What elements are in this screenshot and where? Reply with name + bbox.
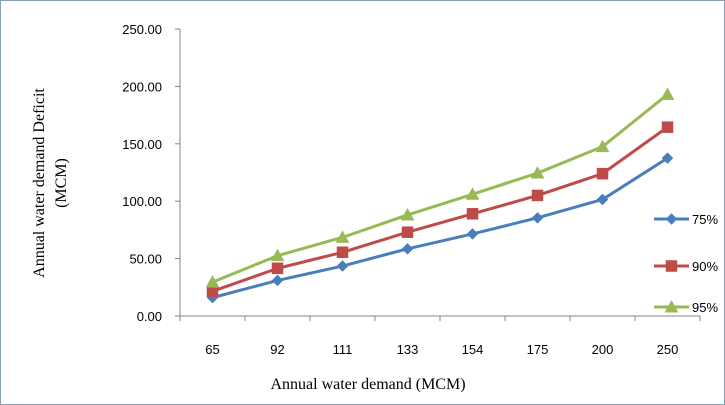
data-point (401, 226, 414, 238)
data-point (271, 262, 284, 275)
y-tick-label: 150.00 (122, 137, 162, 152)
x-axis-title: Annual water demand (MCM) (270, 376, 465, 393)
y-tick-label: 250.00 (122, 22, 162, 37)
y-tick-label: 0.00 (137, 309, 162, 324)
data-point (336, 260, 349, 272)
data-point (401, 242, 414, 255)
legend: 75% 90% 95% (654, 212, 718, 315)
data-point (531, 189, 544, 202)
y-tick-labels: 0.00 50.00 100.00 150.00 200.00 250.00 (122, 22, 162, 324)
legend-marker (665, 260, 678, 272)
y-axis-title-line2: (MCM) (53, 158, 70, 208)
legend-item: 90% (654, 259, 718, 274)
data-point (661, 152, 674, 165)
legend-label: 95% (692, 300, 718, 315)
data-point (271, 274, 284, 287)
legend-item: 75% (654, 212, 718, 227)
x-tick-label: 133 (397, 342, 419, 357)
legend-marker (665, 213, 678, 225)
data-point (270, 248, 285, 262)
series-2 (206, 121, 674, 298)
series-3 (205, 87, 675, 288)
y-tick-label: 50.00 (129, 252, 162, 267)
data-point (531, 211, 544, 224)
series-group (205, 87, 675, 304)
x-tick-label: 65 (205, 342, 219, 357)
data-point (335, 230, 350, 243)
data-point (205, 275, 220, 288)
x-tick-label: 154 (462, 342, 484, 357)
legend-item: 95% (654, 299, 718, 315)
data-point (530, 166, 545, 179)
series-line (211, 93, 669, 284)
data-point (466, 228, 479, 240)
legend-label: 75% (692, 212, 718, 227)
data-point (661, 121, 674, 133)
y-tick-label: 200.00 (122, 79, 162, 94)
y-axis-title-line1: Annual water demand Deficit (31, 88, 48, 278)
data-point (596, 167, 609, 180)
series-line (212, 156, 669, 300)
data-point (336, 246, 349, 259)
legend-label: 90% (692, 259, 718, 274)
series-line (212, 125, 669, 293)
legend-marker (664, 299, 679, 313)
axes (175, 28, 701, 321)
x-tick-label: 250 (657, 342, 679, 357)
x-tick-label: 92 (270, 342, 284, 357)
data-point (400, 207, 415, 221)
data-point (466, 208, 479, 220)
y-tick-label: 100.00 (122, 194, 162, 209)
data-point (596, 193, 609, 206)
x-tick-label: 111 (333, 342, 353, 357)
x-tick-labels: 65 92 111 133 154 175 200 250 (205, 342, 678, 357)
x-tick-label: 200 (592, 342, 614, 357)
data-point (465, 187, 480, 200)
x-tick-label: 175 (527, 342, 549, 357)
data-point (660, 87, 675, 100)
data-point (595, 139, 610, 153)
